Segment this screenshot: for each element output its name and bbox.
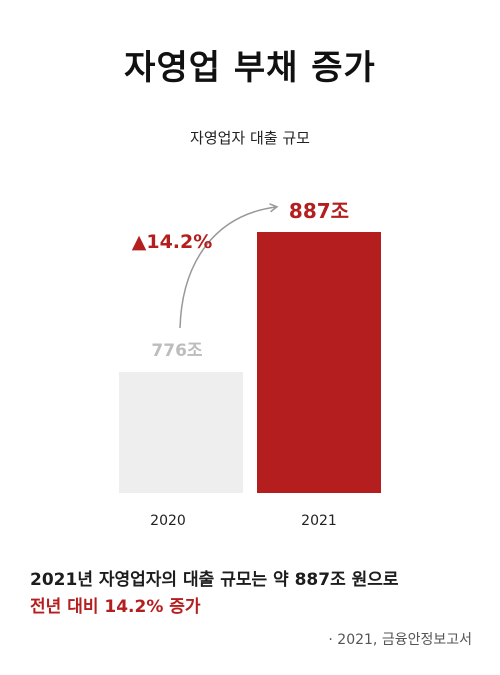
summary-line-2: 전년 대비 14.2% 증가 <box>30 597 201 617</box>
bar-2021 <box>257 232 381 493</box>
growth-arrow <box>179 203 279 329</box>
value-label-2020: 776조 <box>151 341 202 361</box>
category-label-2020: 2020 <box>150 513 186 529</box>
source-note: · 2021, 금융안정보고서 <box>328 632 472 648</box>
summary-line-1: 2021년 자영업자의 대출 규모는 약 887조 원으로 <box>30 570 399 590</box>
page-title: 자영업 부채 증가 <box>124 48 376 88</box>
growth-label: ▲14.2% <box>132 231 213 253</box>
value-label-2021: 887조 <box>289 199 349 223</box>
chart-title: 자영업자 대출 규모 <box>190 129 310 147</box>
bar-2020 <box>119 371 243 493</box>
category-label-2021: 2021 <box>301 513 337 529</box>
summary-text: 2021년 자영업자의 대출 규모는 약 887조 원으로 전년 대비 14.2… <box>30 567 480 621</box>
